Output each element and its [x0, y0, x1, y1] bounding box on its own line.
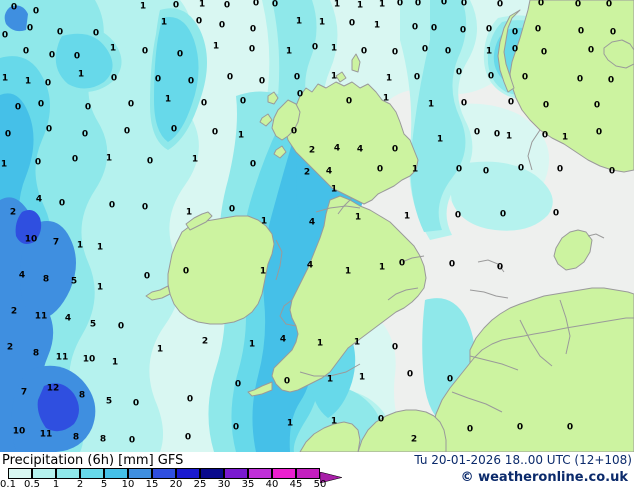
- colorbar-tick-label: 0.1: [0, 479, 16, 490]
- border-scotland-england: [315, 205, 361, 213]
- chart-title: Precipitation (6h) [mm] GFS: [2, 453, 184, 468]
- colorbar-tick-label: 20: [169, 479, 183, 490]
- land-denmark: [553, 229, 593, 271]
- colorbar-swatch: [296, 468, 320, 479]
- colorbar-swatch: [8, 468, 32, 479]
- land-scotland: [285, 81, 419, 205]
- colorbar-swatch: [80, 468, 104, 479]
- land-hebrides-2: [259, 113, 273, 127]
- land-continent-w: [429, 317, 634, 452]
- precip-band-15: [37, 383, 79, 432]
- precipitation-colorbar: [8, 468, 343, 484]
- precip-band-10-d: [4, 5, 29, 32]
- colorbar-tick-label: 30: [217, 479, 231, 490]
- precip-band-1-d: [410, 0, 467, 232]
- coastline-wales: [279, 299, 297, 327]
- copyright-credit: © weatheronline.co.uk: [460, 470, 628, 485]
- coastline-nl-rivers: [469, 289, 509, 299]
- colorbar-tick-labels: 0.1 0.5 1 2 5 10 15 20 25 30 35 40 45 50: [0, 479, 344, 490]
- land-england-wales: [271, 195, 427, 393]
- coastline-channel: [299, 363, 361, 377]
- land-orkney: [335, 71, 347, 83]
- colorbar-overflow-arrow: [319, 468, 343, 484]
- colorbar-tick-label: 25: [193, 479, 207, 490]
- border-de-1: [559, 299, 571, 355]
- border-be-fr: [469, 355, 519, 371]
- coastline-details: [275, 129, 605, 413]
- colorbar-tick-label: 50: [313, 479, 327, 490]
- precip-band-15-b: [15, 210, 42, 244]
- colorbar-swatch: [176, 468, 200, 479]
- colorbar-swatch: [128, 468, 152, 479]
- map-canvas: [0, 0, 634, 452]
- colorbar-tick-label: 0.5: [24, 479, 40, 490]
- land-ireland-nw: [185, 211, 213, 231]
- colorbar-swatch: [104, 468, 128, 479]
- coastline-thames: [387, 287, 419, 301]
- land-france-nw: [357, 409, 447, 452]
- colorbar-tick-label: 1: [52, 479, 60, 490]
- colorbar-tick-label: 45: [289, 479, 303, 490]
- colorbar-tick-label: 40: [265, 479, 279, 490]
- colorbar-tick-label: 35: [241, 479, 255, 490]
- colorbar-tick-label: 5: [100, 479, 108, 490]
- land-hebrides-1: [267, 91, 279, 105]
- forecast-timestamp: Tu 20-01-2026 18..00 UTC (12+108): [414, 453, 632, 467]
- land-scotland-nw: [271, 99, 301, 141]
- precip-band-2-d: [154, 16, 199, 142]
- precip-band-0p5-f: [450, 161, 553, 231]
- land-ireland-sw: [145, 285, 171, 301]
- precip-band-2-c: [55, 33, 113, 89]
- colorbar-swatch: [56, 468, 80, 479]
- coastline-irish-sea: [275, 239, 283, 281]
- colorbar-swatch: [32, 468, 56, 479]
- colorbar-swatch: [200, 468, 224, 479]
- coastline-denmark-isl: [587, 233, 605, 239]
- land-masses: [145, 0, 634, 452]
- colorbar-swatch: [272, 468, 296, 479]
- land-norway: [509, 0, 634, 173]
- colorbar-swatch: [224, 468, 248, 479]
- colorbar-tick-label: 2: [76, 479, 84, 490]
- coastline-nl-ijssel: [477, 259, 505, 273]
- colorbar-tick-label: 10: [121, 479, 135, 490]
- land-shetland: [351, 53, 361, 73]
- coastline-norway-fjords: [527, 129, 541, 171]
- precip-band-10-b: [19, 221, 76, 320]
- land-hebrides-3: [273, 145, 287, 159]
- map-footer: Precipitation (6h) [mm] GFS 0.1 0.5 1 2 5 10 1…: [0, 452, 634, 490]
- border-de-2: [519, 319, 553, 367]
- land-cornwall: [247, 381, 273, 397]
- land-iceland: [603, 39, 634, 69]
- coastline-humber: [401, 255, 425, 263]
- colorbar-swatch: [248, 468, 272, 479]
- colorbar-tick-label: 15: [145, 479, 159, 490]
- colorbar-swatch: [152, 468, 176, 479]
- border-fr-1: [451, 391, 503, 413]
- land-france-coast: [299, 421, 361, 452]
- land-norway-coast: [497, 9, 521, 93]
